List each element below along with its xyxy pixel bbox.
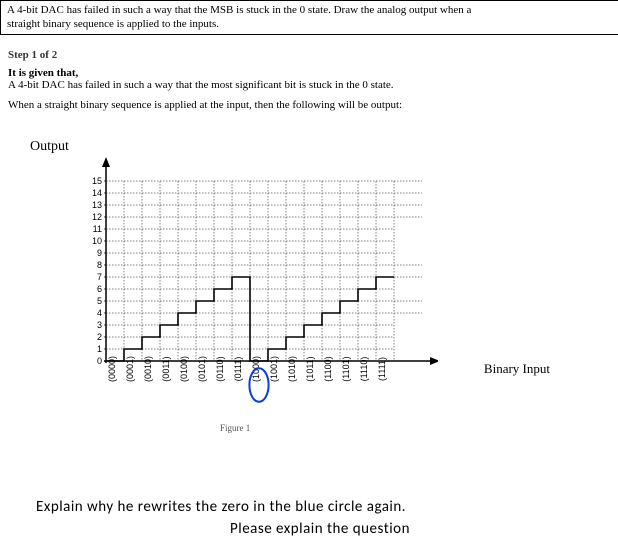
svg-text:0: 0 xyxy=(97,356,102,366)
svg-text:8: 8 xyxy=(97,260,102,270)
svg-text:(0011): (0011) xyxy=(161,356,171,381)
svg-text:6: 6 xyxy=(97,284,102,294)
dac-chart: Output Binary Input Figure 1 01234567891… xyxy=(30,121,460,431)
question-text: Explain why he rewrites the zero in the … xyxy=(36,498,406,516)
problem-line1: A 4-bit DAC has failed in such a way tha… xyxy=(7,4,471,16)
svg-text:(0101): (0101) xyxy=(197,356,207,382)
svg-text:(0111): (0111) xyxy=(233,356,243,381)
svg-text:3: 3 xyxy=(97,320,102,330)
output-statement: When a straight binary sequence is appli… xyxy=(8,99,618,111)
svg-text:1: 1 xyxy=(97,344,102,354)
x-axis-label: Binary Input xyxy=(484,361,550,377)
svg-text:12: 12 xyxy=(92,212,102,222)
svg-text:15: 15 xyxy=(92,176,102,186)
svg-text:11: 11 xyxy=(93,224,102,234)
svg-text:(1111): (1111) xyxy=(377,357,387,381)
y-axis-label: Output xyxy=(30,139,69,155)
svg-text:14: 14 xyxy=(92,188,102,198)
svg-text:(0000): (0000) xyxy=(107,356,117,382)
chart-svg: 0123456789101112131415(0000)(0001)(0010)… xyxy=(78,131,438,431)
svg-text:(0100): (0100) xyxy=(179,356,189,382)
svg-text:(1001): (1001) xyxy=(269,356,279,382)
given-intro: It is given that, xyxy=(8,67,78,79)
svg-text:10: 10 xyxy=(92,236,102,246)
svg-text:(1010): (1010) xyxy=(287,356,297,382)
svg-text:(1110): (1110) xyxy=(359,356,369,381)
svg-text:(0001): (0001) xyxy=(125,356,135,382)
given-body: A 4-bit DAC has failed in such a way tha… xyxy=(8,79,394,91)
svg-text:2: 2 xyxy=(97,332,102,342)
svg-text:(1100): (1100) xyxy=(323,356,333,381)
svg-text:4: 4 xyxy=(97,308,102,318)
given-block: It is given that, A 4-bit DAC has failed… xyxy=(8,67,618,91)
svg-text:9: 9 xyxy=(97,248,102,258)
svg-text:13: 13 xyxy=(92,200,102,210)
problem-line2: straight binary sequence is applied to t… xyxy=(7,18,219,30)
step-label: Step 1 of 2 xyxy=(8,49,618,61)
svg-text:(1011): (1011) xyxy=(305,356,315,381)
svg-text:(1101): (1101) xyxy=(341,356,351,381)
svg-text:(0110): (0110) xyxy=(215,356,225,381)
svg-text:(0010): (0010) xyxy=(143,356,153,382)
svg-text:5: 5 xyxy=(97,296,102,306)
please-text: Please explain the question xyxy=(230,520,410,538)
svg-text:7: 7 xyxy=(97,272,102,282)
problem-statement: A 4-bit DAC has failed in such a way tha… xyxy=(0,0,618,35)
